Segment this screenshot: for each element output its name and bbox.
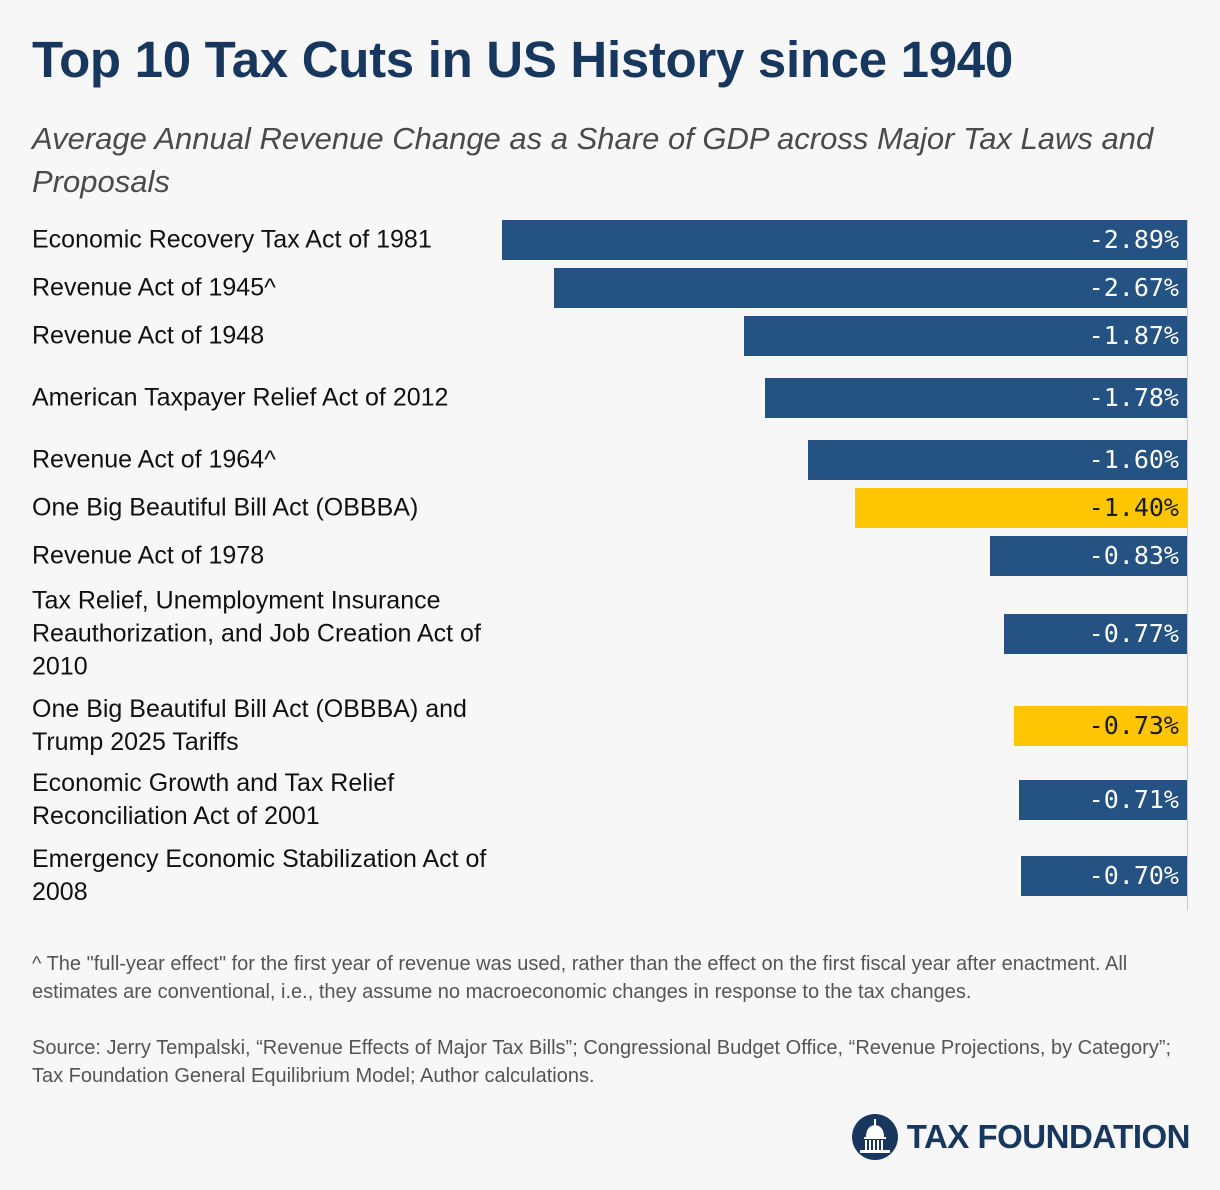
bar-value-label: -2.67% — [1088, 273, 1179, 302]
category-label: One Big Beautiful Bill Act (OBBBA) and T… — [32, 695, 467, 756]
bar: -0.70% — [1021, 856, 1187, 896]
bar-value-label: -0.71% — [1088, 785, 1179, 814]
category-label: American Taxpayer Relief Act of 2012 — [32, 383, 449, 412]
category-label: Tax Relief, Unemployment Insurance Reaut… — [32, 586, 481, 681]
bar: -1.78% — [765, 378, 1187, 418]
brand-logo: TAX FOUNDATION — [851, 1112, 1191, 1162]
category-label: Economic Growth and Tax Relief Reconcili… — [32, 769, 395, 830]
brand-name: TAX FOUNDATION — [906, 1118, 1191, 1155]
category-label: Economic Recovery Tax Act of 1981 — [32, 225, 432, 254]
bar: -1.40% — [855, 488, 1187, 528]
bar-value-label: -1.78% — [1088, 383, 1179, 412]
category-label: One Big Beautiful Bill Act (OBBBA) — [32, 493, 419, 522]
category-label: Revenue Act of 1978 — [32, 541, 265, 570]
category-label: Emergency Economic Stabilization Act of … — [32, 845, 487, 906]
chart-title: Top 10 Tax Cuts in US History since 1940 — [32, 31, 1013, 88]
bar: -1.60% — [807, 440, 1187, 480]
category-label: Revenue Act of 1964^ — [32, 445, 276, 474]
bar: -2.89% — [502, 220, 1187, 260]
bar-chart: Economic Recovery Tax Act of 1981 -2.89% R… — [0, 210, 1220, 910]
capitol-dome-icon — [851, 1114, 898, 1160]
category-label: Revenue Act of 1948 — [32, 321, 265, 350]
footnote: ^ The "full-year effect" for the first y… — [32, 953, 1128, 1003]
bar-value-label: -1.40% — [1088, 493, 1179, 522]
category-label: Revenue Act of 1945^ — [32, 273, 276, 302]
bar-value-label: -0.70% — [1088, 861, 1179, 890]
bar-value-label: -1.60% — [1088, 445, 1179, 474]
zero-axis-line — [1187, 220, 1188, 910]
bar: -1.87% — [743, 316, 1187, 356]
bar: -2.67% — [554, 268, 1187, 308]
bar: -0.77% — [1004, 614, 1187, 654]
bar: -0.83% — [990, 536, 1187, 576]
bar: -0.73% — [1013, 706, 1187, 746]
bar: -0.71% — [1018, 780, 1187, 820]
chart-subtitle: Average Annual Revenue Change as a Share… — [32, 121, 1154, 199]
bar-value-label: -0.73% — [1088, 711, 1179, 740]
bar-value-label: -0.77% — [1088, 619, 1179, 648]
bar-value-label: -1.87% — [1088, 321, 1179, 350]
source-note: Source: Jerry Tempalski, “Revenue Effect… — [32, 1037, 1172, 1087]
bar-value-label: -0.83% — [1088, 541, 1179, 570]
bar-value-label: -2.89% — [1088, 225, 1179, 254]
